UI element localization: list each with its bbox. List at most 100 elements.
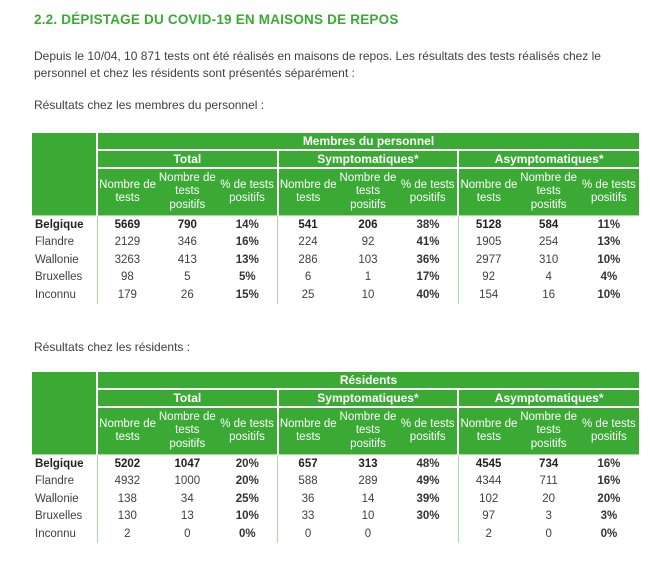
table-row: Inconnu 179 26 15% 25 10 40% 154 16 10% bbox=[32, 286, 639, 304]
residents-table: Résidents Total Symptomatiques* Asymptom… bbox=[32, 372, 639, 543]
value-cell: 711 bbox=[539, 475, 558, 488]
row-label: Wallonie bbox=[32, 251, 98, 269]
value-cell: 0 bbox=[545, 527, 552, 540]
group-header-asymptomatic: Asymptomatiques* bbox=[457, 149, 639, 168]
row-label: Belgique bbox=[32, 454, 98, 473]
value-cell: 36 bbox=[277, 490, 338, 508]
table-corner bbox=[32, 372, 98, 455]
subheader: Nombre de tests bbox=[276, 167, 338, 216]
personnel-caption: Résultats chez les membres du personnel … bbox=[34, 98, 265, 112]
percent-cell: 49% bbox=[416, 475, 440, 488]
section-heading: 2.2. DÉPISTAGE DU COVID-19 EN MAISONS DE… bbox=[34, 12, 399, 27]
subheader: Nombre de tests bbox=[457, 167, 519, 216]
intro-paragraph: Depuis le 10/04, 10 871 tests ont été ré… bbox=[34, 49, 601, 80]
value-cell: 584 bbox=[518, 215, 579, 234]
value-cell: 102 bbox=[457, 490, 519, 508]
value-cell: 25 bbox=[277, 286, 338, 304]
value-cell: 4 bbox=[545, 271, 552, 284]
percent-cell: 10% bbox=[235, 510, 259, 523]
subheader: Nombre de tests positifs bbox=[337, 406, 399, 455]
value-cell: 0 bbox=[184, 527, 191, 540]
value-cell: 313 bbox=[337, 454, 399, 473]
table-row: Bruxelles 130 13 10% 33 10 30% 97 3 3% bbox=[32, 507, 639, 525]
table-row: Belgique 5669 790 14% 541 206 38% 5128 584 11% bbox=[32, 215, 639, 234]
subheader: % de tests positifs bbox=[217, 406, 278, 455]
percent-cell: 10% bbox=[597, 288, 621, 301]
percent-cell: 13% bbox=[235, 253, 259, 266]
percent-cell: 38% bbox=[398, 215, 459, 234]
subheader: % de tests positifs bbox=[578, 406, 639, 455]
value-cell: 103 bbox=[358, 253, 378, 266]
value-cell: 5128 bbox=[457, 215, 519, 234]
value-cell: 97 bbox=[457, 507, 519, 525]
subheader: Nombre de tests positifs bbox=[518, 406, 579, 455]
table-row: Wallonie 3263 413 13% 286 103 36% 2977 310 10% bbox=[32, 251, 639, 269]
value-cell: 98 bbox=[120, 271, 134, 284]
table-row: Bruxelles 98 5 5% 6 1 17% 92 4 4% bbox=[32, 268, 639, 286]
subheader: Nombre de tests bbox=[276, 406, 338, 455]
group-header-symptomatic: Symptomatiques* bbox=[276, 149, 459, 168]
subheader: Nombre de tests positifs bbox=[337, 167, 399, 216]
row-label: Inconnu bbox=[32, 525, 98, 543]
percent-cell: 39% bbox=[416, 492, 440, 505]
value-cell: 130 bbox=[117, 510, 137, 523]
value-cell: 1000 bbox=[174, 475, 201, 488]
value-cell: 1047 bbox=[157, 454, 218, 473]
group-header-total: Total bbox=[97, 149, 278, 168]
value-cell: 1905 bbox=[457, 233, 519, 251]
subheader: % de tests positifs bbox=[398, 167, 459, 216]
row-label: Bruxelles bbox=[32, 268, 98, 286]
value-cell: 289 bbox=[358, 475, 378, 488]
row-label: Flandre bbox=[32, 233, 98, 251]
value-cell: 5 bbox=[184, 271, 191, 284]
percent-cell: 41% bbox=[416, 236, 440, 249]
percent-cell: 11% bbox=[578, 215, 639, 234]
subheader: Nombre de tests bbox=[97, 406, 158, 455]
value-cell: 3 bbox=[545, 510, 552, 523]
value-cell: 138 bbox=[117, 492, 137, 505]
row-label: Flandre bbox=[32, 472, 98, 490]
table-row: Wallonie 138 34 25% 36 14 39% 102 20 20% bbox=[32, 490, 639, 508]
percent-cell: 0% bbox=[600, 527, 618, 540]
row-label: Belgique bbox=[32, 215, 98, 234]
value-cell: 20 bbox=[542, 492, 556, 505]
value-cell: 179 bbox=[117, 288, 137, 301]
subheader: Nombre de tests positifs bbox=[157, 167, 218, 216]
percent-cell: 15% bbox=[235, 288, 259, 301]
percent-cell: 16% bbox=[578, 454, 639, 473]
value-cell: 286 bbox=[277, 251, 338, 269]
value-cell: 790 bbox=[157, 215, 218, 234]
value-cell: 6 bbox=[277, 268, 338, 286]
percent-cell: 48% bbox=[398, 454, 459, 473]
value-cell: 5669 bbox=[97, 215, 158, 234]
table-row: Flandre 4932 1000 20% 588 289 49% 4344 711 16% bbox=[32, 472, 639, 490]
group-header-symptomatic: Symptomatiques* bbox=[276, 388, 459, 407]
value-cell: 10 bbox=[361, 288, 375, 301]
value-cell: 224 bbox=[277, 233, 338, 251]
value-cell: 734 bbox=[518, 454, 579, 473]
table-row: Belgique 5202 1047 20% 657 313 48% 4545 734 16% bbox=[32, 454, 639, 473]
subheader: Nombre de tests bbox=[457, 406, 519, 455]
percent-cell: 20% bbox=[235, 475, 259, 488]
subheader: % de tests positifs bbox=[398, 406, 459, 455]
subheader: % de tests positifs bbox=[217, 167, 278, 216]
value-cell: 2977 bbox=[457, 251, 519, 269]
percent-cell: 10% bbox=[597, 253, 621, 266]
percent-cell: 16% bbox=[597, 475, 621, 488]
value-cell: 26 bbox=[180, 288, 194, 301]
value-cell: 413 bbox=[177, 253, 197, 266]
value-cell: 5202 bbox=[97, 454, 158, 473]
value-cell: 2129 bbox=[114, 236, 141, 249]
percent-cell: 0% bbox=[238, 527, 256, 540]
value-cell: 2 bbox=[124, 527, 131, 540]
subheader: % de tests positifs bbox=[578, 167, 639, 216]
percent-cell: 30% bbox=[416, 510, 440, 523]
value-cell: 92 bbox=[361, 236, 375, 249]
value-cell: 588 bbox=[277, 472, 338, 490]
percent-cell: 40% bbox=[416, 288, 440, 301]
value-cell: 92 bbox=[457, 268, 519, 286]
table-corner bbox=[32, 133, 98, 216]
value-cell: 3263 bbox=[114, 253, 141, 266]
table-row: Flandre 2129 346 16% 224 92 41% 1905 254 13% bbox=[32, 233, 639, 251]
table-row: Inconnu 2 0 0% 0 0 2 0 0% bbox=[32, 525, 639, 543]
